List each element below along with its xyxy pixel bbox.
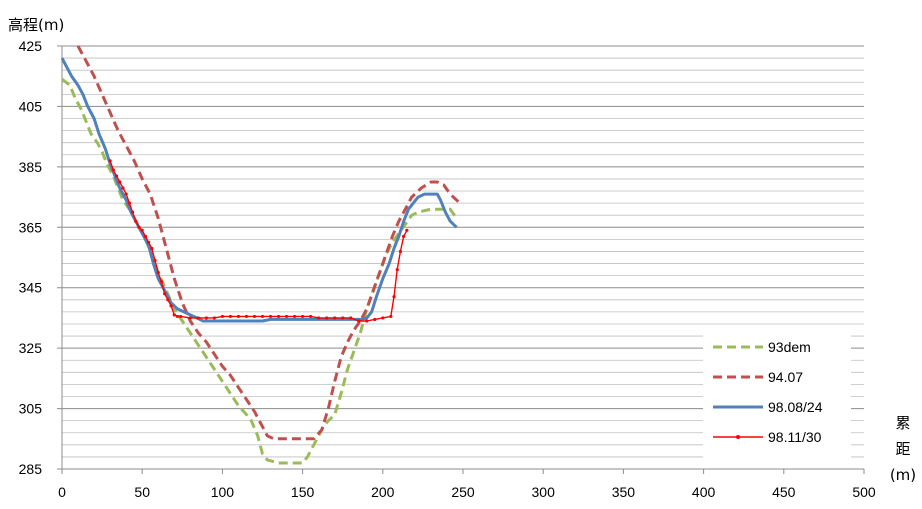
x-tick-label: 350 — [612, 484, 636, 500]
series-point — [268, 314, 273, 319]
x-tick-label: 500 — [852, 484, 876, 500]
series-line-3 — [60, 57, 458, 323]
series-point — [341, 316, 345, 320]
series-point — [220, 314, 224, 319]
legend: 93dem 94.07 98.08/24 98.11/30 — [703, 330, 851, 460]
y-tick-label: 405 — [19, 98, 43, 114]
series-point — [111, 168, 115, 172]
series-layer — [60, 45, 461, 465]
series-point — [392, 295, 396, 299]
series-point — [204, 316, 208, 320]
series-point — [402, 234, 406, 238]
series-point — [349, 316, 353, 320]
series-point — [212, 316, 216, 320]
y-tick-label: 365 — [19, 219, 43, 235]
series-point — [260, 314, 265, 319]
x-axis-title-char-1: 累 — [895, 414, 910, 432]
series-point — [179, 314, 183, 319]
series-point — [284, 314, 289, 319]
series-line-2 — [76, 45, 461, 441]
legend-box — [703, 330, 851, 460]
y-tick-label: 425 — [19, 38, 43, 54]
series-point — [134, 219, 138, 223]
x-tick-label: 150 — [291, 484, 315, 500]
y-tick-label: 385 — [19, 159, 43, 175]
series-point — [365, 319, 369, 323]
series-point — [118, 180, 122, 184]
y-tick-label: 325 — [19, 340, 43, 356]
series-point — [127, 201, 131, 205]
series-point — [405, 228, 409, 232]
legend-label-1: 93dem — [768, 339, 811, 355]
series-point — [137, 225, 141, 229]
series-point — [357, 319, 361, 323]
series-point — [124, 192, 128, 196]
series-point — [325, 316, 329, 320]
series-point — [114, 174, 119, 178]
x-tick-label: 250 — [451, 484, 475, 500]
legend-label-2: 94.07 — [768, 369, 803, 385]
series-point — [163, 292, 167, 296]
series-point — [395, 267, 399, 272]
series-point — [389, 314, 393, 319]
x-axis-title-unit: (m) — [890, 466, 916, 484]
series-point — [301, 314, 305, 319]
tick-labels: 285 305 325 345 365 385 405 425 0 50 100 150 200 250 3… — [19, 38, 876, 500]
series-point — [381, 316, 385, 320]
series-point — [159, 280, 164, 284]
series-point — [333, 316, 337, 320]
series-point — [188, 316, 192, 320]
y-tick-label: 305 — [19, 401, 43, 417]
legend-label-4: 98.11/30 — [768, 429, 822, 445]
y-axis-title: 高程(m) — [8, 16, 64, 34]
series-point — [153, 258, 157, 263]
series-point — [156, 271, 160, 275]
x-tick-label: 100 — [211, 484, 235, 500]
series-point — [143, 234, 148, 238]
series-point — [309, 314, 313, 319]
series-point — [175, 314, 180, 319]
series-point — [236, 314, 241, 319]
legend-swatch-marker — [736, 435, 740, 439]
series-point — [140, 228, 144, 232]
series-point — [108, 159, 112, 163]
series-point — [252, 314, 257, 319]
axes — [61, 46, 865, 474]
y-tick-label: 345 — [19, 280, 43, 296]
x-tick-label: 50 — [134, 484, 150, 500]
series-point — [292, 314, 297, 319]
x-tick-label: 400 — [692, 484, 716, 500]
series-point — [398, 249, 403, 254]
series-point — [150, 246, 154, 251]
series-point — [276, 314, 281, 319]
series-point — [169, 304, 173, 308]
series-point — [196, 316, 200, 320]
series-point — [147, 240, 151, 244]
series-point — [121, 186, 125, 190]
x-tick-label: 0 — [58, 484, 66, 500]
series-point — [373, 317, 377, 322]
x-tick-label: 200 — [371, 484, 395, 500]
series-point — [244, 314, 249, 319]
series-point — [172, 313, 176, 317]
series-line-4 — [109, 160, 408, 322]
x-tick-label: 300 — [532, 484, 556, 500]
x-axis-title-char-2: 距 — [895, 440, 910, 458]
x-tick-label: 450 — [772, 484, 796, 500]
series-point — [228, 314, 233, 319]
series-point — [317, 316, 321, 320]
y-tick-label: 285 — [19, 461, 43, 477]
series-point — [130, 210, 135, 214]
legend-label-3: 98.08/24 — [768, 399, 823, 415]
series-point — [166, 298, 170, 302]
